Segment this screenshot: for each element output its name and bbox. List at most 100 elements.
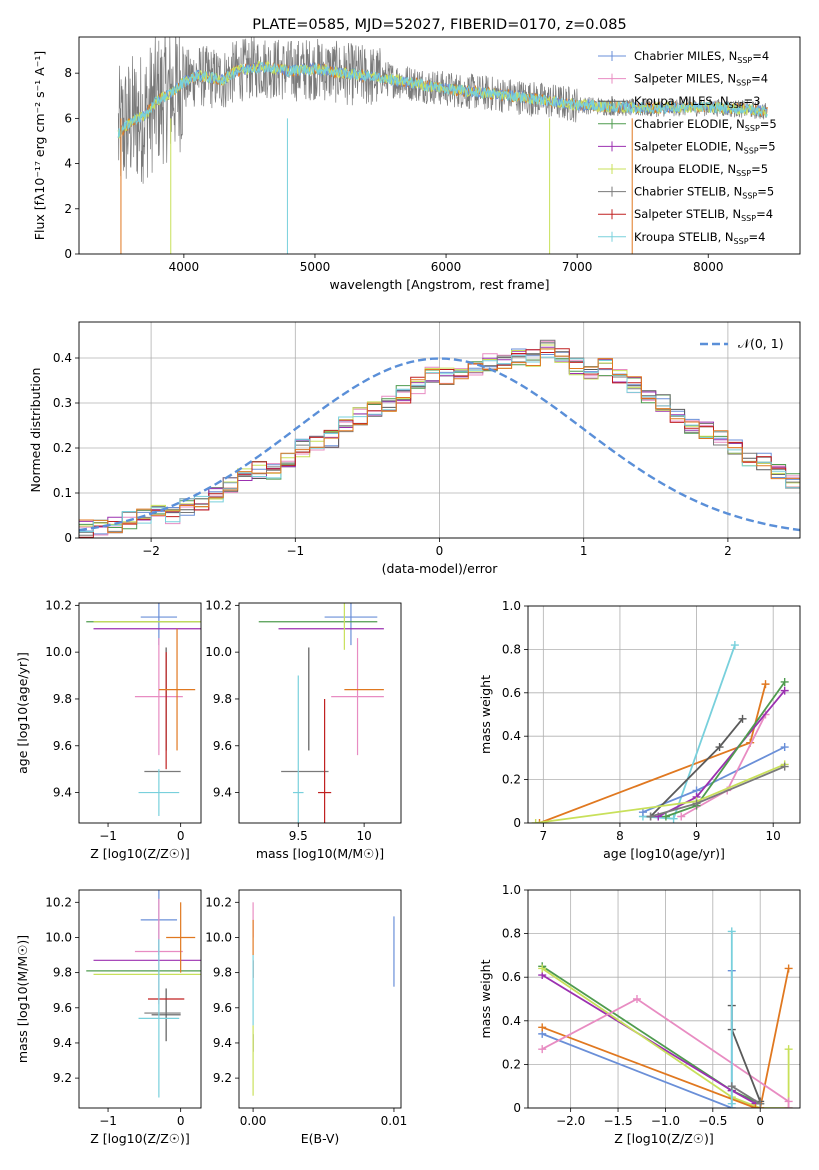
y-tick-label: 10.0: [205, 645, 232, 659]
z-weight-plot-area: [538, 927, 793, 1108]
z-age-plot-area: [86, 603, 201, 816]
y-tick-label: 9.8: [213, 692, 232, 706]
ebv-mass-plot-area: [252, 902, 395, 1096]
spectrum-legend: Chabrier MILES, NSSP=4 Salpeter MILES, NS…: [598, 49, 777, 246]
weight-marker: [727, 927, 736, 936]
y-tick-label: 0.2: [502, 773, 521, 787]
z-weight-chart: −2.0 −1.5 −1.0 −0.5 0 0 0.2 0.4 0.6 0.8 1.0 Z [log1…: [478, 883, 801, 1146]
x-tick-label: −2.0: [556, 1114, 585, 1128]
y-tick-label: 0: [513, 1101, 521, 1115]
y-tick-label: 9.4: [213, 1036, 232, 1050]
y-tick-label: 0: [513, 816, 521, 830]
x-axis-label: age [log10(age/yr)]: [603, 846, 725, 861]
spectrum-chart: 4000 5000 6000 7000 8000 0 2 4 6 8 wavelength [Ang…: [32, 17, 801, 292]
weight-marker: [538, 1023, 547, 1032]
x-tick-label: 0: [177, 1114, 185, 1128]
x-tick-label: 9.5: [289, 829, 308, 843]
axes-frame: [78, 602, 202, 824]
y-tick-label: 9.8: [213, 966, 232, 980]
x-tick-label: 0.01: [381, 1114, 408, 1128]
y-tick-label: 0.2: [502, 1057, 521, 1071]
y-tick-label: 1.0: [502, 599, 521, 613]
x-tick-label: 7: [540, 829, 548, 843]
y-tick-label: 0.4: [53, 351, 72, 365]
y-tick-label: 9.4: [53, 786, 72, 800]
y-tick-label: 8: [64, 66, 72, 80]
x-tick-label: 8: [616, 829, 624, 843]
x-axis-label: (data-model)/error: [382, 561, 499, 576]
x-tick-label: 0: [756, 1114, 764, 1128]
x-tick-label: 10: [356, 829, 371, 843]
weight-marker: [727, 1082, 736, 1091]
y-tick-label: 9.4: [213, 786, 232, 800]
y-tick-label: 10.2: [205, 895, 232, 909]
weight-marker: [751, 1104, 760, 1108]
x-tick-label: −1: [286, 544, 304, 558]
weight-line: [731, 1085, 761, 1105]
y-tick-label: 6: [64, 111, 72, 125]
weight-marker: [638, 808, 647, 817]
weight-marker: [538, 964, 547, 973]
weight-marker: [780, 762, 789, 771]
y-tick-label: 2: [64, 202, 72, 216]
weight-marker: [780, 686, 789, 695]
y-tick-label: 0: [64, 531, 72, 545]
y-tick-label: 10.2: [45, 895, 72, 909]
y-axis-label: age [log10(age/yr)]: [15, 652, 30, 774]
y-tick-label: 10.2: [205, 598, 232, 612]
x-tick-label: 4000: [169, 260, 200, 274]
y-axis-label: mass [log10(M/M☉)]: [15, 935, 30, 1063]
weight-marker: [784, 1104, 793, 1108]
weight-marker: [632, 995, 641, 1003]
weight-marker: [756, 1099, 765, 1108]
y-axis-label: Flux [fλ10⁻¹⁷ erg cm⁻² s⁻¹ A⁻¹]: [32, 51, 47, 240]
y-tick-label: 9.6: [53, 1001, 72, 1015]
axes-frame: [78, 889, 202, 1109]
y-tick-label: 0: [64, 247, 72, 261]
y-tick-label: 9.6: [213, 1001, 232, 1015]
x-tick-label: −1.0: [651, 1114, 680, 1128]
x-tick-label: 6000: [431, 260, 462, 274]
y-tick-label: 0.4: [502, 729, 521, 743]
weight-marker: [677, 812, 686, 821]
weight-marker: [531, 819, 540, 823]
y-axis-label: mass weight: [478, 959, 493, 1038]
y-tick-label: 9.8: [53, 966, 72, 980]
weight-marker: [727, 1099, 736, 1108]
weight-marker: [780, 743, 789, 752]
x-tick-label: −0.5: [698, 1114, 727, 1128]
model-spectrum-line: [117, 61, 768, 138]
weight-marker: [730, 641, 739, 650]
legend-label: Kroupa STELIB, NSSP=4: [634, 230, 765, 246]
mass-age-chart: 9.5 10 9.4 9.6 9.8 10.0 10.2 mass [log10(M/M☉)]: [205, 598, 402, 861]
y-tick-label: 0.6: [502, 970, 521, 984]
x-tick-label: −1: [99, 1114, 117, 1128]
x-tick-label: 2: [724, 544, 732, 558]
weight-marker: [535, 819, 544, 823]
y-tick-label: 0.1: [53, 486, 72, 500]
weight-line: [541, 968, 790, 1108]
legend-label: Kroupa MILES, NSSP=3: [634, 94, 760, 110]
residuals-chart: −2 −1 0 1 2 0 0.1 0.2 0.3 0.4 (data-model)/error No…: [28, 321, 801, 576]
weight-marker: [784, 1045, 793, 1054]
gaussian-curve: [79, 357, 800, 532]
x-tick-label: 7000: [562, 260, 593, 274]
x-tick-label: 0: [436, 544, 444, 558]
mass-age-plot-area: [258, 603, 384, 823]
x-tick-label: 10: [766, 829, 781, 843]
weight-marker: [538, 1045, 547, 1054]
axes-frame: [78, 321, 801, 539]
y-tick-label: 9.2: [53, 1071, 72, 1085]
weight-marker: [784, 964, 793, 973]
histogram-step: [79, 348, 800, 538]
weight-line: [541, 965, 761, 1105]
legend-label: Salpeter STELIB, NSSP=4: [634, 207, 773, 223]
y-tick-label: 4: [64, 157, 72, 171]
x-axis-label: Z [log10(Z/Z☉)]: [614, 1131, 714, 1146]
weight-marker: [780, 677, 789, 686]
z-age-chart: −1 0 9.4 9.6 9.8 10.0 10.2 Z [log10(Z/Z☉)] age […: [15, 598, 202, 861]
weight-marker: [661, 812, 670, 821]
weight-marker: [646, 812, 655, 821]
y-tick-label: 1.0: [502, 883, 521, 897]
